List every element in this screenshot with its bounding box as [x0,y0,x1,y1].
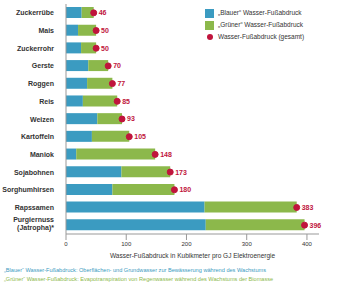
svg-text:Roggen: Roggen [28,80,54,88]
html-text:„Grüner“ Wasser-Fußabdruck: „Grüner“ Wasser-Fußabdruck [218,21,303,28]
html-text:„Grüner“ Wasser-Fußabdruck: Ev: „Grüner“ Wasser-Fußabdruck: Evapotranspi… [4,276,274,282]
svg-text:0: 0 [64,241,68,247]
html-text:„Blauer“ Wasser-Fußabdruck: „Blauer“ Wasser-Fußabdruck [218,9,302,16]
svg-text:85: 85 [122,98,130,105]
svg-text:Wasser-Fußabdruck in Kubikmete: Wasser-Fußabdruck in Kubikmeter pro GJ E… [110,252,276,260]
svg-text:105: 105 [134,133,146,140]
svg-text:Gerste: Gerste [32,62,54,69]
svg-text:200: 200 [181,241,192,247]
svg-text:70: 70 [113,62,121,69]
svg-text:180: 180 [179,186,191,193]
svg-text:77: 77 [117,80,125,87]
svg-text:50: 50 [101,45,109,52]
svg-text:400: 400 [302,241,313,247]
svg-text:Kartoffeln: Kartoffeln [21,133,54,140]
svg-text:173: 173 [175,169,187,176]
svg-text:148: 148 [160,151,172,158]
svg-text:46: 46 [99,9,107,16]
html-text:Wasser-Fußabdruck (gesamt): Wasser-Fußabdruck (gesamt) [218,33,305,40]
svg-text:Zuckerrohr: Zuckerrohr [17,45,54,52]
svg-text:383: 383 [302,204,314,211]
svg-text:Purgiernuss(Jatropha)*: Purgiernuss(Jatropha)* [13,216,54,232]
svg-text:Mais: Mais [38,27,54,34]
svg-text:93: 93 [127,115,135,122]
svg-text:Zuckerrübe: Zuckerrübe [16,9,54,16]
svg-text:Reis: Reis [39,98,54,105]
svg-text:300: 300 [242,241,253,247]
svg-text:396: 396 [310,222,322,229]
svg-text:100: 100 [121,241,132,247]
svg-text:50: 50 [101,27,109,34]
svg-text:Maniok: Maniok [30,151,54,158]
svg-text:Sorghumhirsen: Sorghumhirsen [8,186,54,194]
svg-text:Sojabohnen: Sojabohnen [14,169,54,177]
svg-text:Weizen: Weizen [30,116,54,123]
svg-text:Rapssamen: Rapssamen [15,204,54,212]
html-text:„Blauer“ Wasser-Fußabdruck: Ob: „Blauer“ Wasser-Fußabdruck: Oberflächen-… [4,267,266,273]
